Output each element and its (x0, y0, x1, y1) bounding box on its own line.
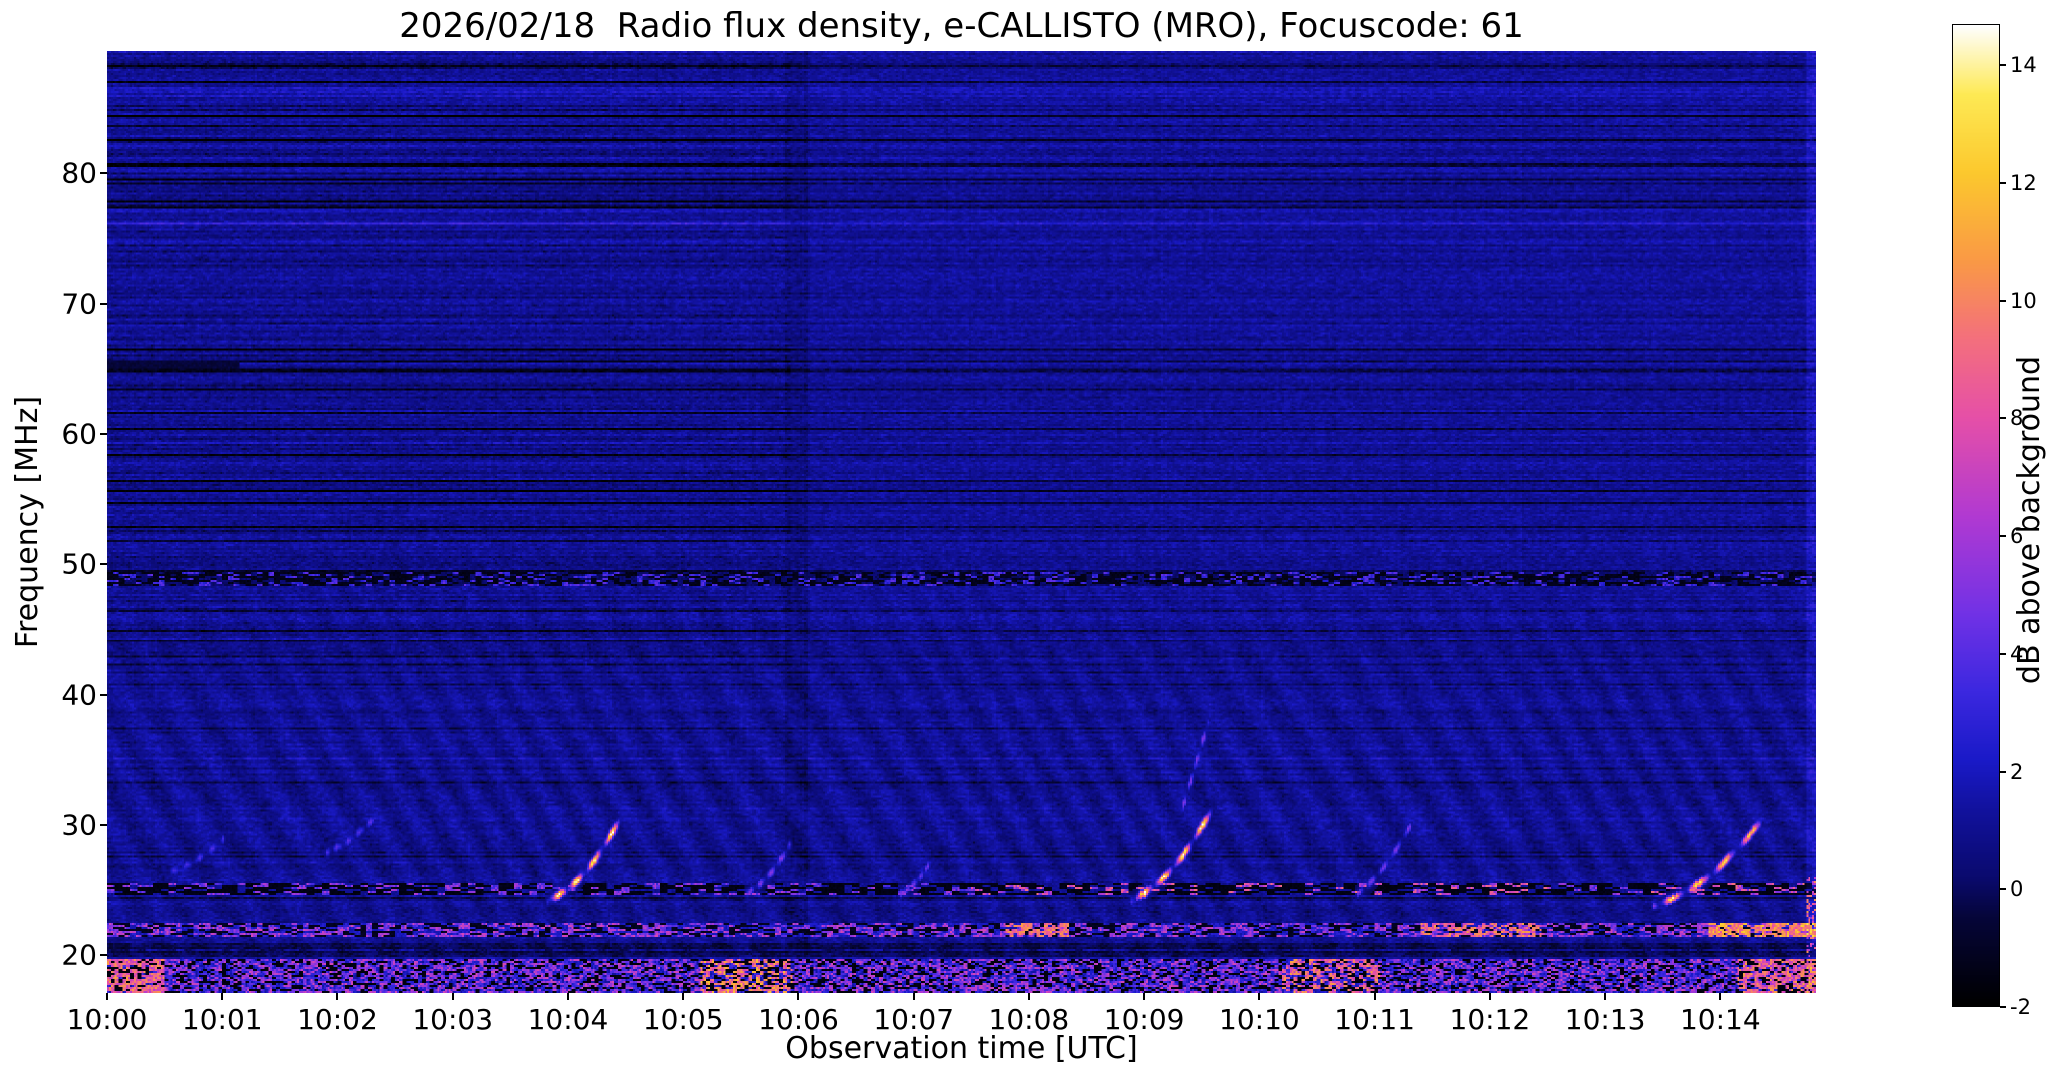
x-tick-label: 10:04 (527, 1003, 609, 1036)
colorbar (1952, 24, 2000, 1007)
x-tick-mark (682, 993, 685, 1000)
colorbar-tick-label: 0 (2010, 877, 2024, 902)
x-tick-mark (1143, 993, 1146, 1000)
plot-area (107, 51, 1816, 993)
y-tick-label: 30 (61, 808, 97, 842)
x-tick-mark (336, 993, 339, 1000)
x-tick-label: 10:13 (1564, 1003, 1646, 1036)
colorbar-tick-mark (2000, 299, 2006, 302)
x-tick-mark (1488, 993, 1491, 1000)
y-tick-label: 50 (61, 547, 97, 581)
x-tick-mark (912, 993, 915, 1000)
colorbar-tick-label: 8 (2010, 406, 2024, 431)
colorbar-tick-mark (2000, 417, 2006, 420)
y-tick-mark (100, 954, 107, 957)
colorbar-tick-label: 2 (2010, 759, 2024, 784)
x-tick-mark (1604, 993, 1607, 1000)
colorbar-tick-label: 12 (2010, 170, 2037, 195)
x-axis-label: Observation time [UTC] (785, 1031, 1138, 1066)
y-tick-label: 40 (61, 678, 97, 712)
x-tick-label: 10:08 (988, 1003, 1070, 1036)
colorbar-tick-label: 14 (2010, 53, 2037, 78)
x-tick-label: 10:12 (1449, 1003, 1531, 1036)
colorbar-tick-mark (2000, 652, 2006, 655)
y-tick-label: 60 (61, 417, 97, 451)
y-tick-label: 70 (61, 287, 97, 321)
colorbar-tick-mark (2000, 64, 2006, 67)
colorbar-tick-mark (2000, 1006, 2006, 1008)
x-tick-label: 10:06 (758, 1003, 839, 1036)
x-tick-mark (1258, 993, 1261, 1000)
spectrogram-canvas (107, 51, 1816, 993)
x-tick-mark (566, 993, 569, 1000)
colorbar-tick-mark (2000, 770, 2006, 773)
y-tick-mark (100, 563, 107, 566)
colorbar-tick-label: 10 (2010, 288, 2037, 313)
x-tick-label: 10:07 (873, 1003, 955, 1036)
colorbar-gradient-canvas (1953, 25, 1999, 1006)
y-tick-mark (100, 823, 107, 826)
x-tick-mark (1027, 993, 1030, 1000)
colorbar-tick-label: -2 (2010, 995, 2031, 1019)
x-tick-label: 10:10 (1219, 1003, 1300, 1036)
x-tick-mark (106, 993, 108, 1000)
x-tick-label: 10:03 (412, 1003, 494, 1036)
x-tick-label: 10:11 (1334, 1003, 1415, 1036)
y-tick-mark (100, 172, 107, 175)
x-tick-label: 10:09 (1103, 1003, 1185, 1036)
colorbar-tick-mark (2000, 535, 2006, 538)
colorbar-tick-mark (2000, 888, 2006, 891)
colorbar-tick-label: 6 (2010, 524, 2024, 549)
y-tick-mark (100, 433, 107, 436)
x-tick-label: 10:01 (181, 1003, 263, 1036)
chart-title: 2026/02/18 Radio flux density, e-CALLIST… (399, 6, 1524, 46)
x-tick-label: 10:00 (66, 1003, 148, 1036)
x-tick-mark (1719, 993, 1722, 1000)
colorbar-label: dB above background (2012, 355, 2047, 685)
colorbar-tick-mark (2000, 181, 2006, 184)
colorbar-tick-label: 4 (2010, 641, 2024, 666)
y-tick-label: 20 (61, 938, 97, 972)
y-tick-label: 80 (61, 156, 97, 190)
x-tick-label: 10:05 (642, 1003, 724, 1036)
x-tick-mark (797, 993, 800, 1000)
x-tick-label: 10:02 (297, 1003, 378, 1036)
x-tick-label: 10:14 (1679, 1003, 1761, 1036)
y-tick-mark (100, 693, 107, 696)
x-tick-mark (221, 993, 224, 1000)
y-tick-mark (100, 302, 107, 305)
x-tick-mark (1373, 993, 1376, 1000)
x-tick-mark (451, 993, 454, 1000)
